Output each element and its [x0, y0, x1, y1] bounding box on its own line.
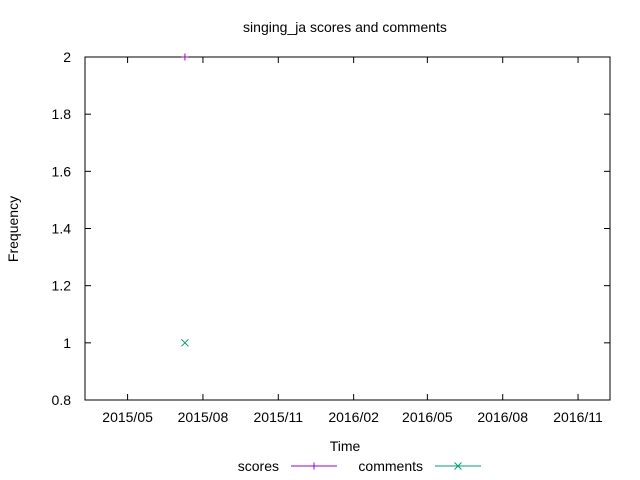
data-points	[181, 53, 189, 347]
y-axis: 0.8 1 1.2 1.4 1.6 1.8 2	[52, 49, 610, 408]
x-tick-label: 2016/05	[402, 409, 453, 425]
legend-label-comments: comments	[358, 458, 423, 474]
legend: scores comments	[238, 458, 481, 474]
x-tick-label: 2016/02	[328, 409, 379, 425]
scores-point	[181, 53, 189, 61]
comments-point	[181, 338, 189, 347]
y-tick-label: 2	[63, 49, 71, 65]
legend-marker-scores	[310, 462, 318, 470]
legend-label-scores: scores	[238, 458, 279, 474]
x-axis-label: Time	[330, 438, 361, 454]
x-tick-label: 2015/05	[102, 409, 153, 425]
x-axis: 2015/05 2015/08 2015/11 2016/02 2016/05 2016/…	[102, 57, 603, 425]
y-tick-label: 1.6	[52, 163, 72, 179]
y-tick-label: 1.2	[52, 278, 72, 294]
y-tick-label: 0.8	[52, 392, 72, 408]
y-axis-label: Frequency	[5, 196, 21, 262]
y-tick-label: 1	[63, 335, 71, 351]
plot-area	[84, 56, 611, 401]
x-tick-label: 2015/11	[254, 409, 304, 425]
x-tick-label: 2016/08	[477, 409, 528, 425]
legend-marker-comments	[454, 462, 462, 470]
chart-title: singing_ja scores and comments	[243, 19, 447, 35]
y-tick-label: 1.8	[52, 106, 72, 122]
y-tick-label: 1.4	[52, 221, 72, 237]
x-tick-label: 2015/08	[178, 409, 229, 425]
x-tick-label: 2016/11	[553, 409, 603, 425]
